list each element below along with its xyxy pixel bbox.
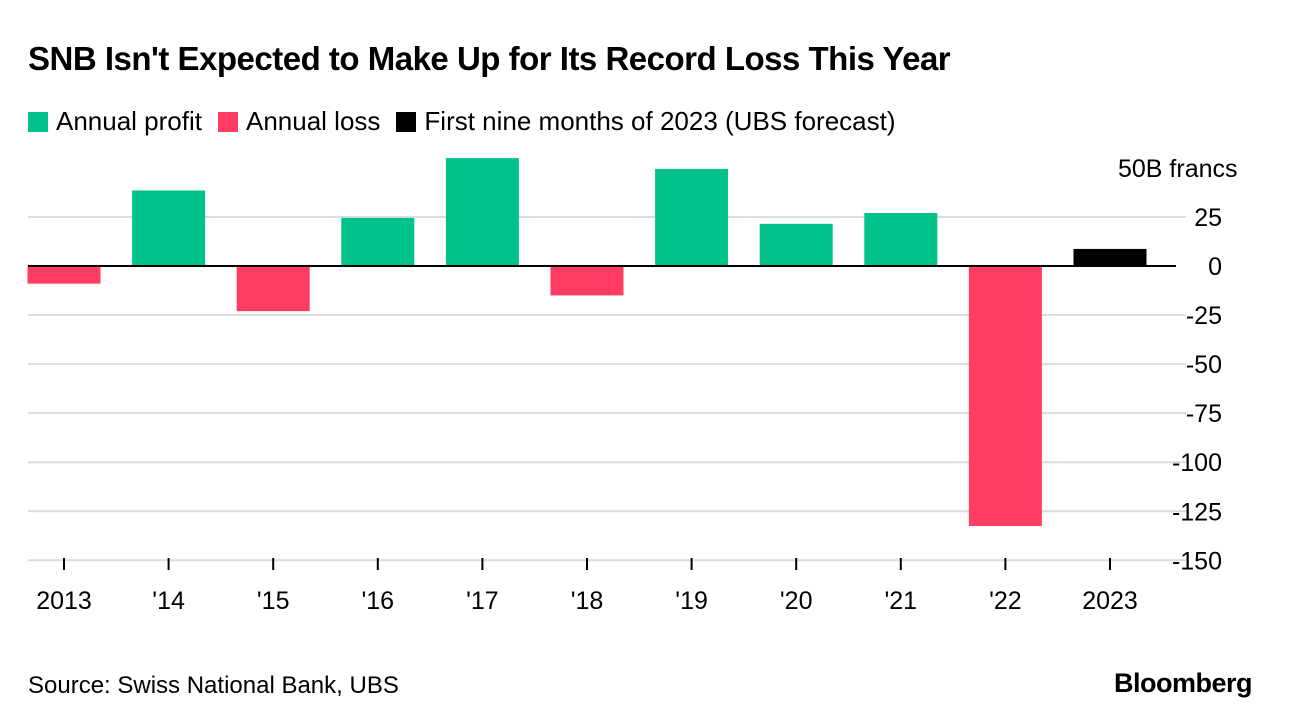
bar-16: [341, 217, 415, 266]
legend-item-profit: Annual profit: [28, 106, 202, 137]
legend-label-forecast: First nine months of 2023 (UBS forecast): [424, 106, 896, 136]
y-tick-label: 50B francs: [1118, 155, 1238, 183]
bar-18: [550, 266, 624, 296]
legend-item-loss: Annual loss: [217, 106, 381, 137]
legend-swatch-loss: [217, 111, 238, 132]
y-tick-label: -50: [1186, 351, 1222, 379]
bar-2023: [1073, 248, 1147, 266]
x-tick-label: '22: [989, 587, 1022, 615]
chart-title: SNB Isn't Expected to Make Up for Its Re…: [28, 40, 951, 77]
y-tick-label: -125: [1172, 498, 1222, 526]
x-tick-label: '17: [466, 587, 499, 615]
x-tick-label: '19: [675, 587, 708, 615]
legend-swatch-forecast: [396, 111, 417, 132]
legend-label-loss: Annual loss: [245, 106, 381, 136]
source-note: Source: Swiss National Bank, UBS: [28, 672, 399, 699]
bar-19: [655, 168, 729, 266]
y-tick-label: -75: [1186, 400, 1222, 428]
x-tick-label: 2013: [36, 587, 92, 615]
legend: Annual profit Annual loss First nine mon…: [28, 106, 896, 137]
x-tick-label: '21: [885, 587, 918, 615]
y-tick-label: 25: [1194, 204, 1222, 232]
x-tick-label: '16: [362, 587, 395, 615]
bar-2013: [27, 266, 101, 284]
legend-label-profit: Annual profit: [56, 106, 202, 136]
y-tick-label: -100: [1172, 449, 1222, 477]
bar-21: [864, 213, 938, 266]
x-tick-label: '20: [780, 587, 813, 615]
x-tick-label: 2023: [1082, 587, 1138, 615]
y-tick-label: -150: [1172, 547, 1222, 575]
bar-14: [132, 190, 206, 266]
y-tick-label: -25: [1186, 302, 1222, 330]
y-tick-label: 0: [1208, 253, 1222, 281]
x-tick-label: '14: [152, 587, 185, 615]
bar-22: [968, 266, 1042, 526]
bar-17: [445, 158, 519, 266]
bloomberg-logo: Bloomberg: [1113, 668, 1253, 698]
x-tick-label: '18: [571, 587, 604, 615]
bar-15: [236, 266, 310, 312]
legend-item-forecast: First nine months of 2023 (UBS forecast): [396, 106, 896, 137]
x-tick-label: '15: [257, 587, 290, 615]
bar-20: [759, 223, 833, 266]
legend-swatch-profit: [28, 111, 48, 132]
